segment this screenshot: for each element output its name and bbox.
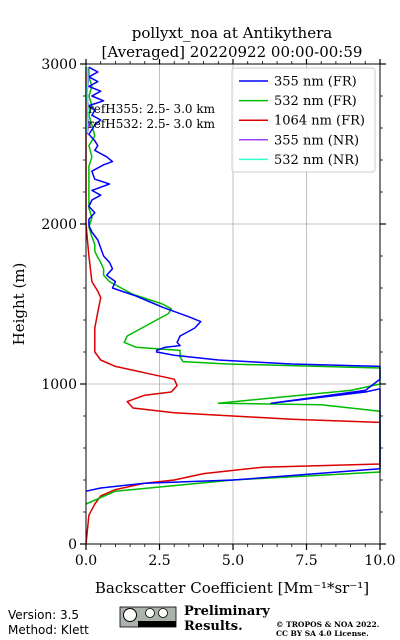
y-tick-label: 0 xyxy=(68,537,77,553)
x-tick-label: 5.0 xyxy=(222,553,244,569)
legend-label: 355 nm (FR) xyxy=(274,75,357,90)
method-text: Method: Klett xyxy=(8,623,89,637)
legend: 355 nm (FR) 532 nm (FR) 1064 nm (FR) 355 nm… xyxy=(231,67,376,173)
version-text: Version: 3.5 xyxy=(8,608,79,622)
series-lines xyxy=(85,66,381,545)
sa-icon xyxy=(158,608,168,618)
x-tick-label: 0.0 xyxy=(75,553,97,569)
preliminary-text: Preliminary xyxy=(184,604,270,619)
cc-icon xyxy=(123,608,137,622)
chart-title: pollyxt_noa at Antikythera xyxy=(132,24,332,42)
chart-subtitle: [Averaged] 20220922 00:00-00:59 xyxy=(102,43,363,61)
legend-box xyxy=(231,67,376,173)
legend-label: 532 nm (NR) xyxy=(274,153,359,168)
axis-ticks: 0.0 2.5 5.0 7.5 10.0 0 1000 2000 3000 xyxy=(41,57,395,569)
x-tick-label: 7.5 xyxy=(295,553,317,569)
y-axis-label: Height (m) xyxy=(10,263,28,346)
license-text: CC BY SA 4.0 License. xyxy=(276,629,369,638)
annotation-refh532: refH532: 2.5- 3.0 km xyxy=(88,117,216,131)
x-tick-label: 2.5 xyxy=(148,553,170,569)
legend-label: 355 nm (NR) xyxy=(274,133,359,148)
copyright-text: © TROPOS & NOA 2022. xyxy=(276,620,379,629)
series-line-355-nm-fr xyxy=(85,66,381,492)
x-axis-label: Backscatter Coefficient [Mm⁻¹*sr⁻¹] xyxy=(95,579,369,597)
cc-license-badge xyxy=(119,606,177,628)
y-tick-label: 2000 xyxy=(41,217,77,233)
results-text: Results. xyxy=(184,619,243,634)
y-tick-label: 1000 xyxy=(41,377,77,393)
y-tick-label: 3000 xyxy=(41,57,77,73)
series-line-532-nm-nr xyxy=(86,67,89,133)
annotation-refh355: refH355: 2.5- 3.0 km xyxy=(88,102,216,116)
series-line-1064-nm-fr xyxy=(85,67,381,545)
x-tick-label: 10.0 xyxy=(364,553,395,569)
legend-label: 532 nm (FR) xyxy=(274,94,357,109)
legend-label: 1064 nm (FR) xyxy=(274,114,365,129)
by-icon xyxy=(145,608,155,618)
